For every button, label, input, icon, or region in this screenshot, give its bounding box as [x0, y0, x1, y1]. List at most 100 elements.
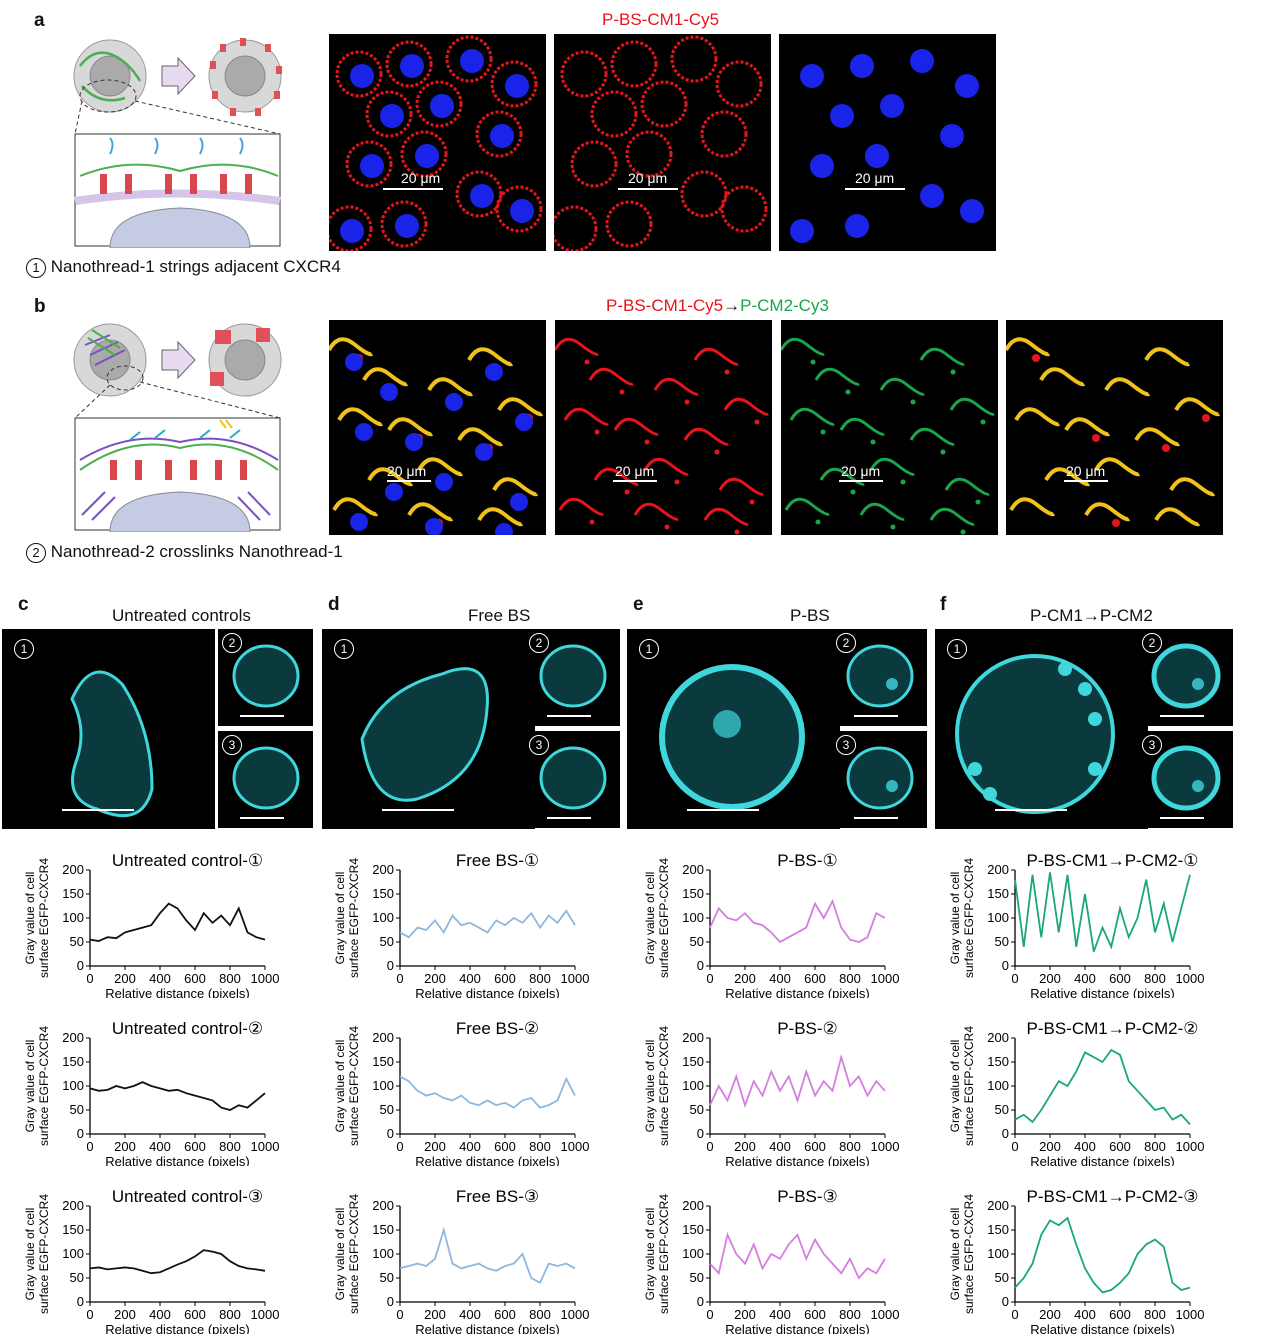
- scale-bar: [618, 188, 678, 190]
- signal-dot: [714, 449, 720, 455]
- signal-dot: [584, 359, 590, 365]
- nucleus: [810, 154, 834, 178]
- x-axis-label: Relative distance (pixels): [415, 986, 560, 998]
- nucleus: [490, 124, 514, 148]
- signal-dot: [684, 399, 690, 405]
- bright-cluster: [1058, 662, 1072, 676]
- title-red-part: P-BS-CM1-Cy5: [606, 296, 724, 315]
- scale-bar: [854, 715, 898, 717]
- cyan-image-small-d-2: 2: [525, 629, 620, 726]
- x-tick-label: 1000: [251, 1139, 280, 1154]
- signal-dot: [845, 389, 851, 395]
- x-tick-label: 1000: [561, 971, 590, 986]
- x-tick-label: 0: [396, 971, 403, 986]
- bright-cluster: [1078, 682, 1092, 696]
- nucleus: [460, 49, 484, 73]
- y-tick-label: 0: [697, 1294, 704, 1309]
- scale-bar: [613, 480, 657, 482]
- cell-membrane-small: [846, 746, 914, 810]
- membrane-signal: [457, 427, 504, 447]
- y-tick-label: 0: [387, 1126, 394, 1141]
- scale-bar: [854, 817, 898, 819]
- cells-b-green: [781, 337, 995, 535]
- y-tick-label: 200: [62, 862, 84, 877]
- nucleus: [475, 443, 493, 461]
- y-tick-label: 0: [697, 1126, 704, 1141]
- membrane-signal: [683, 427, 729, 446]
- y-axis-label: Gray value of cell: [23, 1040, 37, 1133]
- membrane-ring: [625, 130, 673, 178]
- y-tick-label: 50: [995, 934, 1009, 949]
- x-tick-label: 200: [424, 971, 446, 986]
- cell-outline: [360, 667, 489, 802]
- cell-membrane-small: [539, 746, 607, 810]
- y-tick-label: 0: [77, 1126, 84, 1141]
- line-chart-c-3: Gray value of cell surface EGFP-CXCR4 0 50 1…: [23, 1187, 279, 1334]
- y-axis-label: Gray value of cell: [948, 1208, 962, 1301]
- scale-bar: [687, 809, 759, 811]
- title-arrow: →: [723, 296, 741, 315]
- membrane-signal: [407, 502, 454, 522]
- membrane-ring: [445, 35, 493, 83]
- x-tick-label: 0: [1011, 1307, 1018, 1322]
- caption-text: Nanothread-2 crosslinks Nanothread-1: [50, 542, 343, 561]
- cell-membrane-small: [1151, 643, 1221, 709]
- membrane-signal: [367, 467, 414, 487]
- panel-b-schematic: [73, 323, 282, 532]
- nucleus: [340, 219, 364, 243]
- cell-outline: [1151, 643, 1221, 709]
- cell-number-3: 3: [529, 735, 549, 755]
- scale-label: 20 μm: [387, 463, 427, 479]
- scale-bar: [383, 188, 443, 190]
- x-tick-label: 400: [149, 1139, 171, 1154]
- cell-outline: [539, 644, 607, 708]
- membrane-ring: [365, 90, 413, 138]
- x-tick-label: 1000: [1176, 1307, 1205, 1322]
- y-axis-label: surface EGFP-CXCR4: [347, 1026, 361, 1146]
- cell-membrane-large: [360, 667, 489, 802]
- x-tick-label: 400: [1074, 1307, 1096, 1322]
- membrane-ring: [640, 80, 688, 128]
- y-tick-label: 150: [372, 1222, 394, 1237]
- micro-a-merge: 20 μm: [329, 34, 546, 251]
- x-tick-label: 200: [734, 971, 756, 986]
- membrane-signal: [781, 337, 825, 356]
- red-dot: [1092, 434, 1100, 442]
- nucleus: [960, 199, 984, 223]
- cyan-image-small-e-3: 3: [832, 731, 927, 828]
- y-axis-label: Gray value of cell: [643, 872, 657, 965]
- signal-dot: [815, 519, 821, 525]
- signal-dot: [850, 489, 856, 495]
- x-tick-label: 800: [839, 971, 861, 986]
- x-tick-label: 200: [114, 1307, 136, 1322]
- panel-label-d: d: [328, 594, 340, 615]
- scale-bar: [62, 809, 134, 811]
- panel-a-caption: 1 Nanothread-1 strings adjacent CXCR4: [26, 257, 341, 278]
- chart-title: P-BS-②: [777, 1019, 838, 1038]
- scale-bar: [1064, 480, 1108, 482]
- x-tick-label: 600: [1109, 1307, 1131, 1322]
- membrane-signal: [1014, 407, 1061, 427]
- cell-number-2: 2: [222, 633, 242, 653]
- signal-dot: [960, 529, 966, 535]
- y-tick-label: 0: [1002, 958, 1009, 973]
- bright-cluster: [983, 787, 997, 801]
- y-tick-label: 150: [987, 886, 1009, 901]
- y-tick-label: 100: [372, 1078, 394, 1093]
- x-tick-label: 600: [804, 1307, 826, 1322]
- membrane-signal: [1009, 497, 1056, 517]
- y-tick-label: 150: [62, 886, 84, 901]
- membrane-signal: [332, 497, 379, 517]
- y-tick-label: 200: [682, 1198, 704, 1213]
- bright-cluster: [1088, 712, 1102, 726]
- y-tick-label: 150: [62, 1222, 84, 1237]
- bright-cluster: [1088, 762, 1102, 776]
- y-axis-label: surface EGFP-CXCR4: [37, 1026, 51, 1146]
- chart-title: P-BS-③: [777, 1187, 838, 1206]
- y-axis-label: Gray value of cell: [948, 872, 962, 965]
- membrane-signal: [1134, 427, 1181, 447]
- membrane-signal: [879, 377, 925, 396]
- micro-a-red: 20 μm: [554, 34, 771, 251]
- membrane-ring: [490, 60, 538, 108]
- y-tick-label: 0: [1002, 1294, 1009, 1309]
